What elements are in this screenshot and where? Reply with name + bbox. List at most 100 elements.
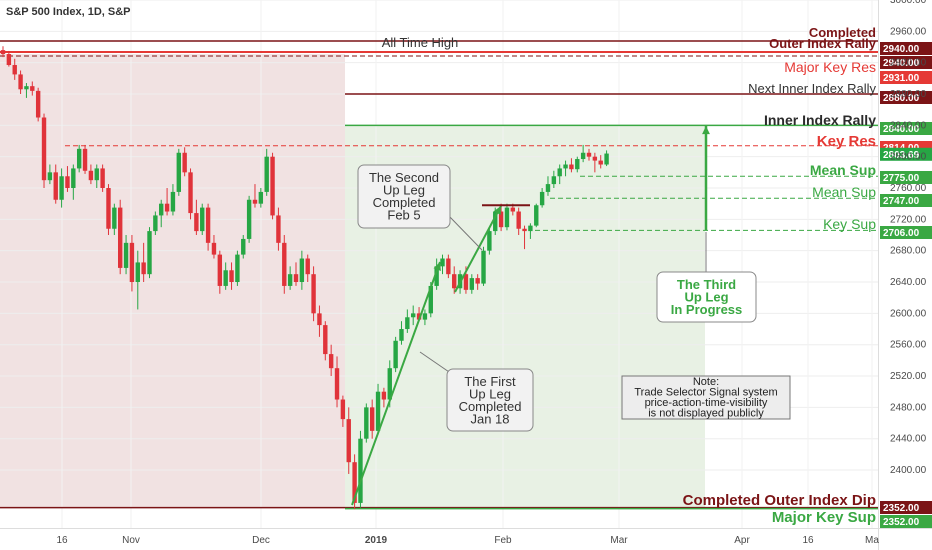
candle — [358, 438, 363, 503]
candle — [147, 231, 152, 275]
candle — [592, 156, 598, 161]
candle — [399, 329, 404, 341]
candle — [539, 191, 545, 206]
candle — [246, 199, 252, 239]
candle — [469, 278, 474, 290]
candle — [112, 207, 117, 229]
candle — [551, 176, 557, 185]
y-tick-label: 2680.00 — [890, 246, 927, 257]
note-text: Trade Selector Signal system — [634, 387, 777, 399]
candle — [405, 317, 410, 330]
second-leg-callout-text: Up Leg — [383, 183, 425, 198]
third-leg-callout-text: Up Leg — [684, 290, 728, 305]
candle — [159, 203, 164, 216]
candle — [12, 65, 17, 75]
candle — [235, 254, 240, 283]
candle — [200, 207, 205, 232]
candle — [428, 285, 433, 314]
candle — [94, 168, 99, 181]
candle — [557, 168, 562, 177]
candle — [141, 262, 146, 275]
second-leg-callout-text: The Second — [369, 170, 439, 185]
candle — [100, 168, 105, 189]
candle — [164, 203, 170, 212]
candle — [416, 313, 422, 320]
y-tick-label: 2440.00 — [890, 434, 927, 445]
price-badge-text: 2940.00 — [883, 44, 920, 55]
candle — [463, 274, 469, 290]
candle — [135, 262, 140, 283]
level-label: All Time High — [382, 35, 459, 50]
level-label: Outer Index Rally — [769, 36, 877, 51]
candle — [59, 176, 64, 200]
y-tick-label: 2400.00 — [890, 465, 927, 476]
candle — [24, 86, 29, 90]
level-label: Inner Index Rally — [764, 112, 876, 128]
candle — [604, 153, 609, 165]
candle — [188, 172, 193, 214]
candle — [53, 172, 58, 200]
candle — [170, 191, 176, 212]
price-badge-text: 2931.00 — [883, 73, 920, 84]
candle — [352, 462, 357, 503]
y-tick-label: 2920.00 — [890, 58, 927, 69]
candle — [411, 313, 416, 318]
level-label: Mean Sup — [812, 184, 876, 200]
candle — [252, 199, 258, 204]
candle — [293, 274, 299, 283]
first-leg-callout-box — [446, 368, 534, 432]
first-leg-arrow-head — [433, 262, 441, 271]
x-tick-label: 16 — [56, 535, 68, 546]
price-badge-text: 2706.00 — [883, 228, 920, 239]
y-tick-label: 2880.00 — [890, 89, 927, 100]
candle — [393, 340, 398, 369]
current-price-text: 2803.69 — [883, 150, 920, 161]
candle — [323, 325, 328, 355]
candle — [481, 250, 486, 284]
second-leg-callout-text: Feb 5 — [387, 208, 420, 223]
level-label: Key Res — [817, 133, 876, 150]
candle — [516, 211, 521, 229]
candle — [287, 274, 293, 286]
y-tick-label: 2600.00 — [890, 308, 927, 319]
candle — [364, 407, 369, 439]
candle — [440, 258, 445, 267]
candle — [205, 207, 211, 243]
candle — [311, 274, 316, 314]
candle — [381, 391, 387, 400]
candle — [328, 354, 334, 369]
second-leg-callout-box — [357, 164, 451, 229]
current-price-badge — [880, 147, 932, 161]
candle — [569, 164, 574, 170]
candle — [475, 278, 480, 284]
level-label: Key Sup — [823, 216, 876, 232]
y-tick-label: 2480.00 — [890, 402, 927, 413]
third-leg-callout-box — [656, 271, 757, 323]
y-tick-label: 2640.00 — [890, 277, 927, 288]
candle — [446, 258, 451, 275]
candle — [153, 215, 158, 232]
candle — [534, 205, 539, 226]
candle — [182, 152, 187, 173]
x-tick-label: Dec — [252, 535, 270, 546]
candle — [41, 117, 47, 181]
level-label: Completed Outer Index Dip — [683, 492, 876, 509]
price-badge-text: 2747.00 — [883, 196, 920, 207]
candle — [487, 231, 492, 251]
candle — [270, 156, 275, 216]
price-badge — [880, 515, 932, 528]
price-badge — [880, 71, 932, 84]
candle — [71, 168, 76, 189]
level-label: Mean Sup — [810, 162, 876, 178]
x-tick-label: Nov — [122, 535, 140, 546]
y-tick-label: 2560.00 — [890, 340, 927, 351]
y-tick-label: 2800.00 — [890, 152, 927, 163]
candle — [211, 242, 217, 255]
price-badge — [880, 122, 932, 135]
candle — [65, 176, 70, 189]
candle — [452, 274, 457, 289]
candle — [18, 74, 23, 90]
candle — [264, 156, 269, 192]
